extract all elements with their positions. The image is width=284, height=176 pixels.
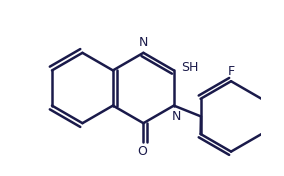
Text: N: N	[139, 36, 148, 49]
Text: SH: SH	[181, 61, 198, 74]
Text: N: N	[172, 110, 181, 123]
Text: O: O	[137, 145, 147, 158]
Text: F: F	[227, 65, 235, 78]
